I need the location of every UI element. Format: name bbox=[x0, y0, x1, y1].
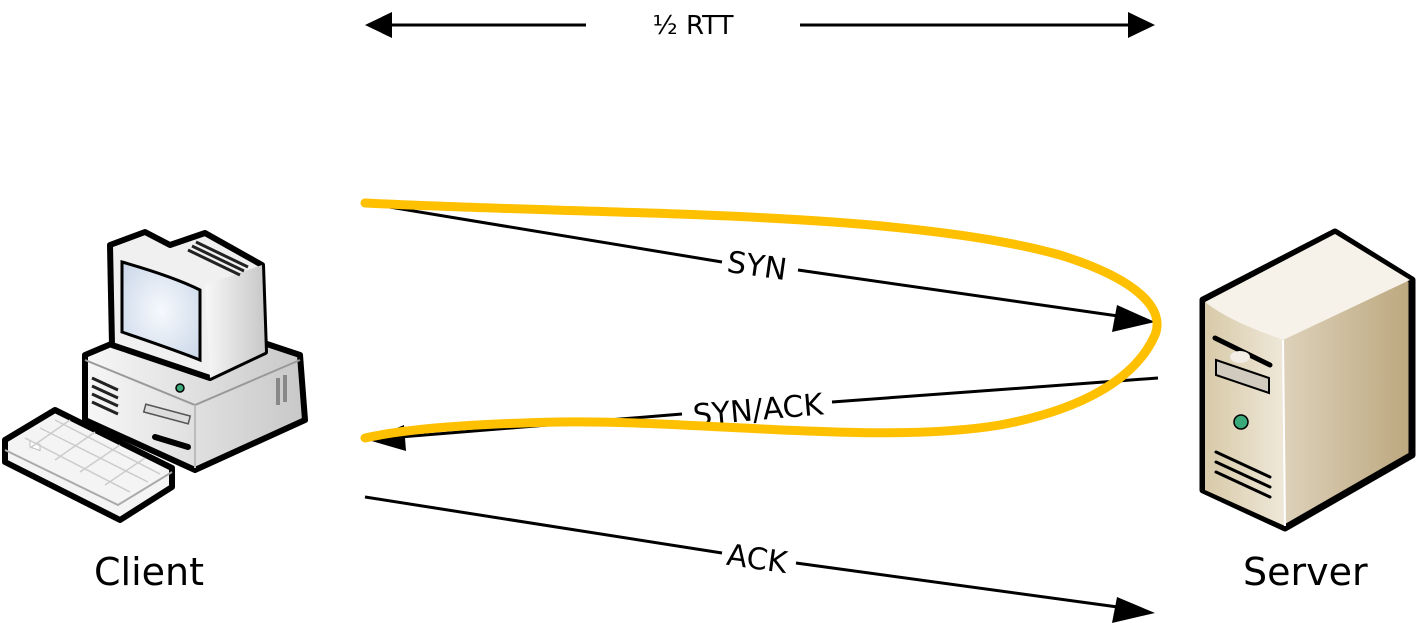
syn-label: SYN bbox=[725, 245, 789, 288]
syn-arrow: SYN bbox=[364, 201, 1155, 332]
client-label: Client bbox=[94, 550, 205, 594]
rtt-indicator: ½ RTT bbox=[365, 11, 1155, 41]
rtt-label: ½ RTT bbox=[653, 11, 734, 41]
left-arrowhead-icon bbox=[365, 12, 392, 38]
ack-arrowhead-icon bbox=[1112, 597, 1155, 623]
ack-label: ACK bbox=[724, 538, 790, 581]
ack-arrow: ACK bbox=[364, 495, 1155, 623]
syn-arrowhead-icon bbox=[1112, 305, 1155, 332]
server-icon bbox=[1199, 228, 1416, 532]
server-label: Server bbox=[1243, 550, 1368, 594]
right-arrowhead-icon bbox=[1128, 12, 1155, 38]
rtt-highlight-curve bbox=[360, 198, 1162, 443]
client-computer-icon bbox=[2, 229, 308, 523]
